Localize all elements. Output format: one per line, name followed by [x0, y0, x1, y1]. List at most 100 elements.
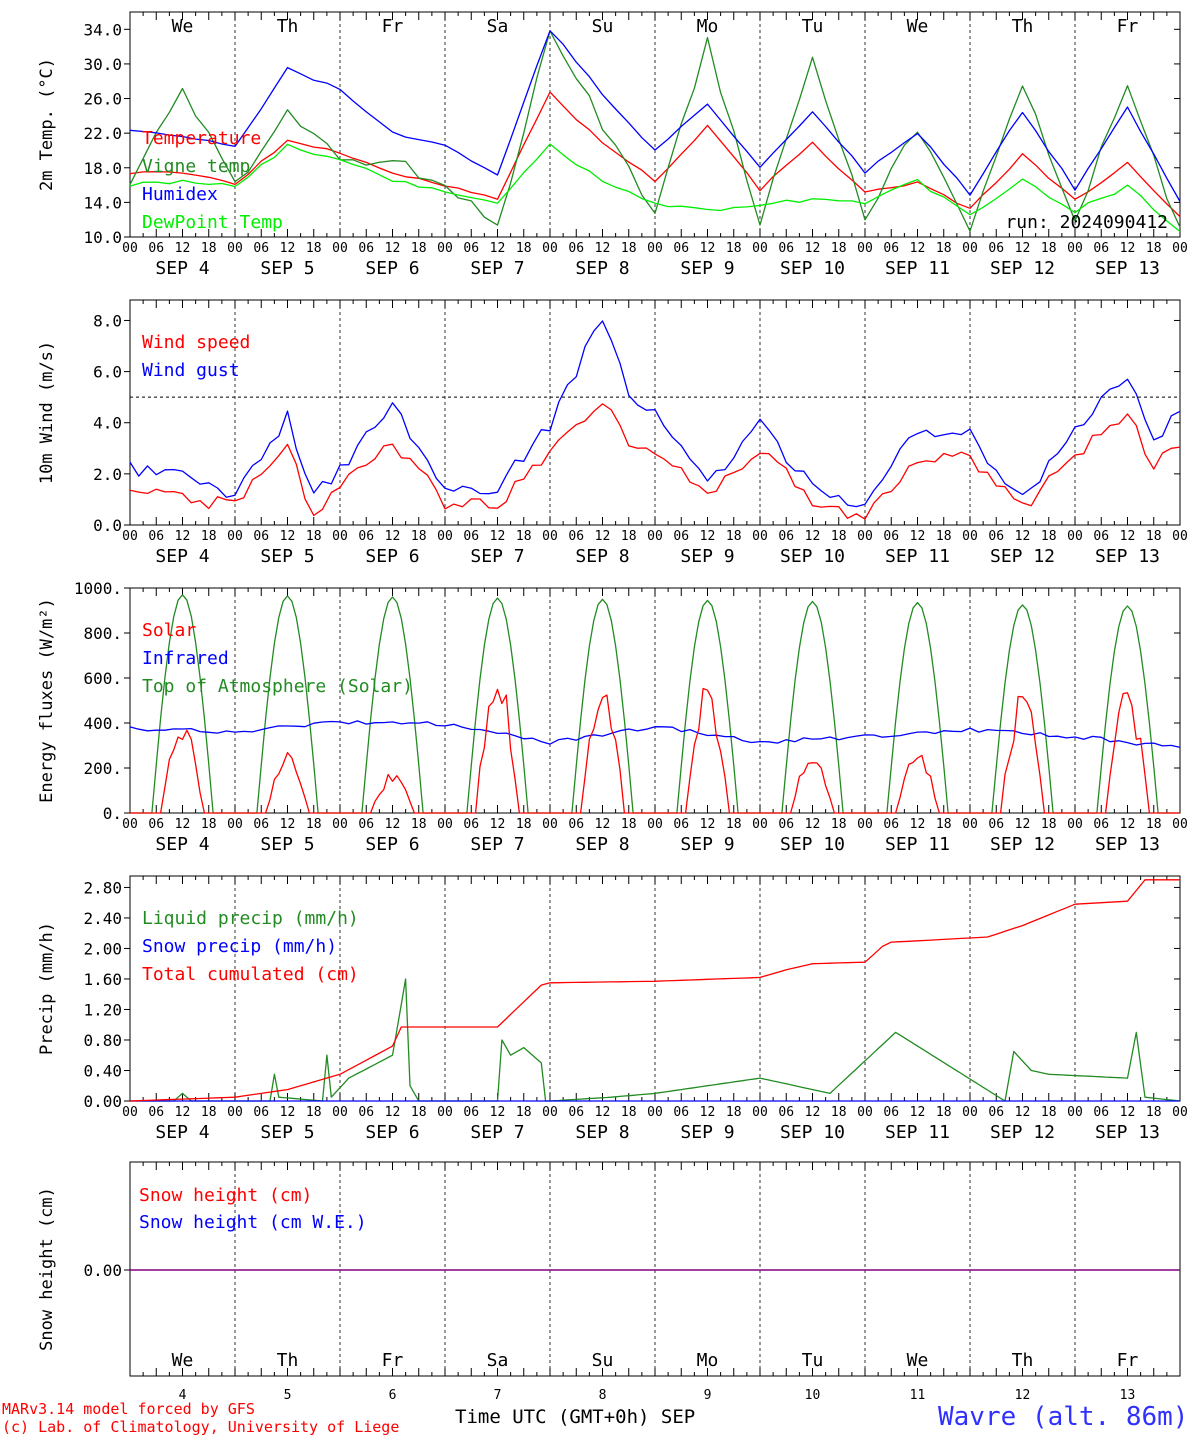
hour-tick-label: 12 [1120, 529, 1136, 544]
weekday-label: Sa [487, 16, 509, 37]
hour-tick-label: 12 [910, 817, 926, 832]
hour-tick-label: 18 [306, 817, 322, 832]
series-line-dewpoint-temp [129, 143, 1181, 233]
hour-tick-label: 00 [857, 817, 873, 832]
hour-tick-label: 18 [936, 1105, 952, 1120]
hour-tick-label: 18 [411, 1105, 427, 1120]
hour-tick-label: 06 [253, 529, 269, 544]
hour-tick-label: 00 [542, 1105, 558, 1120]
hour-tick-label: 18 [306, 241, 322, 256]
day-label: SEP 12 [990, 1122, 1055, 1143]
hour-tick-label: 00 [1172, 529, 1188, 544]
hour-tick-label: 06 [673, 241, 689, 256]
day-label: SEP 10 [780, 258, 845, 279]
hour-tick-label: 12 [595, 241, 611, 256]
hour-tick-label: 06 [883, 1105, 899, 1120]
series-line-solar [130, 687, 1180, 814]
hour-tick-label: 00 [227, 241, 243, 256]
hour-tick-label: 12 [910, 241, 926, 256]
y-axis-label: Energy fluxes (W/m²) [37, 598, 57, 803]
series-line-vigne-temp [129, 30, 1181, 232]
hour-tick-label: 06 [568, 1105, 584, 1120]
y-tick-label: 1.20 [83, 1000, 122, 1019]
day-label: SEP 7 [470, 834, 524, 855]
day-label: SEP 12 [990, 834, 1055, 855]
hour-tick-label: 18 [936, 817, 952, 832]
hour-tick-label: 06 [673, 529, 689, 544]
hour-tick-label: 06 [358, 817, 374, 832]
hour-tick-label: 12 [175, 1105, 191, 1120]
hour-tick-label: 12 [1015, 1105, 1031, 1120]
y-tick-label: 0.00 [83, 1092, 122, 1111]
day-label: SEP 7 [470, 258, 524, 279]
hour-tick-label: 18 [1146, 529, 1162, 544]
hour-tick-label: 06 [253, 817, 269, 832]
hour-tick-label: 00 [122, 529, 138, 544]
hour-tick-label: 06 [673, 817, 689, 832]
hour-tick-label: 00 [752, 529, 768, 544]
y-tick-label: 1.60 [83, 970, 122, 989]
y-tick-label: 400. [83, 714, 122, 733]
hour-tick-label: 06 [1093, 817, 1109, 832]
hour-tick-label: 12 [1120, 241, 1136, 256]
hour-tick-label: 12 [805, 241, 821, 256]
hour-tick-label: 06 [988, 1105, 1004, 1120]
hour-tick-label: 18 [936, 241, 952, 256]
hour-tick-label: 06 [1093, 1105, 1109, 1120]
hour-tick-label: 18 [411, 817, 427, 832]
hour-tick-label: 06 [148, 1105, 164, 1120]
legend-dewpoint-temp: DewPoint Temp [142, 212, 283, 233]
legend-solar: Solar [142, 620, 196, 641]
day-label: SEP 11 [885, 834, 950, 855]
y-tick-label: 22.0 [83, 124, 122, 143]
hour-tick-label: 12 [1015, 529, 1031, 544]
day-label: SEP 8 [575, 546, 629, 567]
hour-tick-label: 06 [253, 241, 269, 256]
weekday-label: We [172, 1350, 194, 1371]
hour-tick-label: 12 [385, 241, 401, 256]
weekday-label: We [907, 16, 929, 37]
hour-tick-label: 06 [883, 529, 899, 544]
day-label: SEP 8 [575, 258, 629, 279]
y-tick-label: 0.0 [93, 516, 122, 535]
credit-label: (c) Lab. of Climatology, University of L… [2, 1418, 400, 1436]
day-label: SEP 10 [780, 546, 845, 567]
y-tick-label: 10.0 [83, 228, 122, 247]
y-tick-label: 1000. [74, 579, 122, 598]
hour-tick-label: 00 [647, 1105, 663, 1120]
series-line-wind-gust [129, 320, 1181, 508]
hour-tick-label: 00 [752, 241, 768, 256]
hour-tick-label: 18 [201, 817, 217, 832]
hour-tick-label: 06 [568, 241, 584, 256]
hour-tick-label: 12 [385, 1105, 401, 1120]
day-label: SEP 7 [470, 1122, 524, 1143]
y-tick-label: 0. [103, 804, 122, 823]
y-tick-label: 0.00 [83, 1261, 122, 1280]
hour-tick-label: 12 [385, 529, 401, 544]
hour-tick-label: 00 [332, 529, 348, 544]
hour-tick-label: 06 [988, 529, 1004, 544]
legend-liquid-precip-mm-h-: Liquid precip (mm/h) [142, 908, 359, 929]
weekday-label: Tu [802, 16, 824, 37]
location-title: Wavre (alt. 86m) [938, 1402, 1189, 1432]
weekday-label: Su [592, 16, 614, 37]
model-label: MARv3.14 model forced by GFS [2, 1400, 255, 1418]
hour-tick-label: 00 [1172, 1105, 1188, 1120]
y-tick-label: 600. [83, 669, 122, 688]
hour-tick-label: 18 [1146, 241, 1162, 256]
hour-tick-label: 18 [306, 529, 322, 544]
hour-tick-label: 12 [280, 529, 296, 544]
y-axis-label: 2m Temp. (°C) [37, 58, 57, 191]
hour-tick-label: 00 [437, 817, 453, 832]
series-line-total-cumulated-cm- [129, 879, 1180, 1102]
hour-tick-label: 18 [621, 1105, 637, 1120]
hour-tick-label: 12 [1120, 817, 1136, 832]
weekday-label: Mo [697, 1350, 719, 1371]
day-label: SEP 12 [990, 258, 1055, 279]
day-label: SEP 11 [885, 1122, 950, 1143]
day-label: SEP 8 [575, 834, 629, 855]
legend-temperature: Temperature [142, 128, 261, 149]
y-axis-label: Snow height (cm) [37, 1187, 57, 1351]
weekday-label: Th [277, 1350, 299, 1371]
